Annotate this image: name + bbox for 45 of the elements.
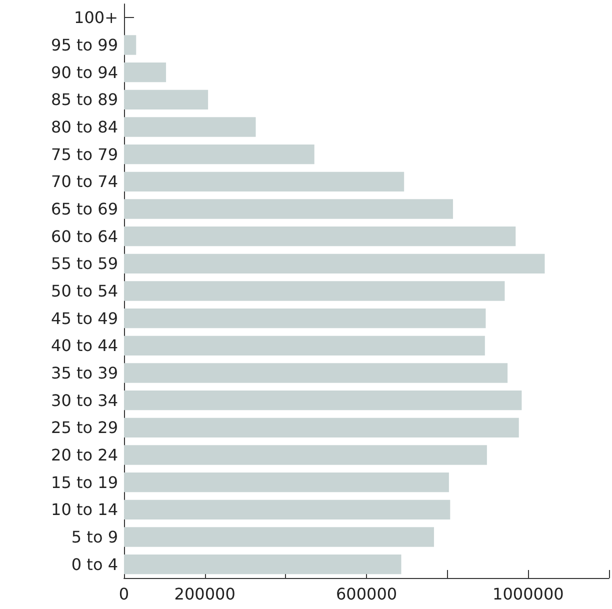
- bar: [124, 254, 545, 274]
- bar: [124, 35, 136, 55]
- bar: [124, 199, 453, 219]
- y-tick-label: 80 to 84: [51, 118, 118, 136]
- y-tick-label: 20 to 24: [51, 446, 118, 464]
- bar: [124, 363, 508, 383]
- bar: [124, 418, 519, 438]
- bar: [124, 90, 208, 110]
- bar: [124, 281, 505, 301]
- bar: [124, 500, 450, 520]
- bar: [124, 445, 487, 465]
- bar: [124, 472, 449, 492]
- bar: [124, 527, 434, 547]
- y-tick-label: 30 to 34: [51, 390, 118, 410]
- y-tick-label: 55 to 59: [51, 254, 118, 274]
- bar: [124, 308, 486, 328]
- bar: [124, 62, 166, 82]
- y-tick-label: 65 to 69: [51, 200, 118, 218]
- y-tick-label: 15 to 19: [51, 472, 118, 492]
- bar: [124, 172, 404, 192]
- y-tick-label: 5 to 9: [71, 528, 118, 546]
- y-tick-label: 0 to 4: [71, 554, 118, 574]
- x-tick-label: 200000: [174, 584, 236, 604]
- y-tick-label: 50 to 54: [51, 282, 118, 300]
- bar: [124, 117, 256, 137]
- y-tick-label: 10 to 14: [51, 500, 118, 520]
- y-tick-label: 85 to 89: [51, 90, 118, 110]
- bar: [124, 144, 314, 164]
- y-tick-label: 60 to 64: [51, 226, 118, 246]
- y-tick-label: 75 to 79: [51, 144, 118, 164]
- bar: [124, 336, 485, 356]
- x-tick-label: 0: [118, 584, 130, 604]
- y-tick-label: 90 to 94: [51, 62, 118, 82]
- y-tick-label: 45 to 49: [51, 308, 118, 328]
- y-tick-label: 70 to 74: [51, 172, 118, 192]
- bar: [124, 390, 522, 410]
- x-tick-label: 600000: [336, 584, 398, 604]
- y-tick-label: 100+: [74, 8, 118, 28]
- bar: [124, 226, 516, 246]
- y-tick-label: 40 to 44: [51, 336, 118, 356]
- y-tick-label: 95 to 99: [51, 36, 118, 54]
- y-tick-label: 25 to 29: [51, 418, 118, 438]
- bar: [124, 554, 402, 574]
- y-tick-label: 35 to 39: [51, 364, 118, 382]
- x-tick-label: 1000000: [492, 584, 564, 604]
